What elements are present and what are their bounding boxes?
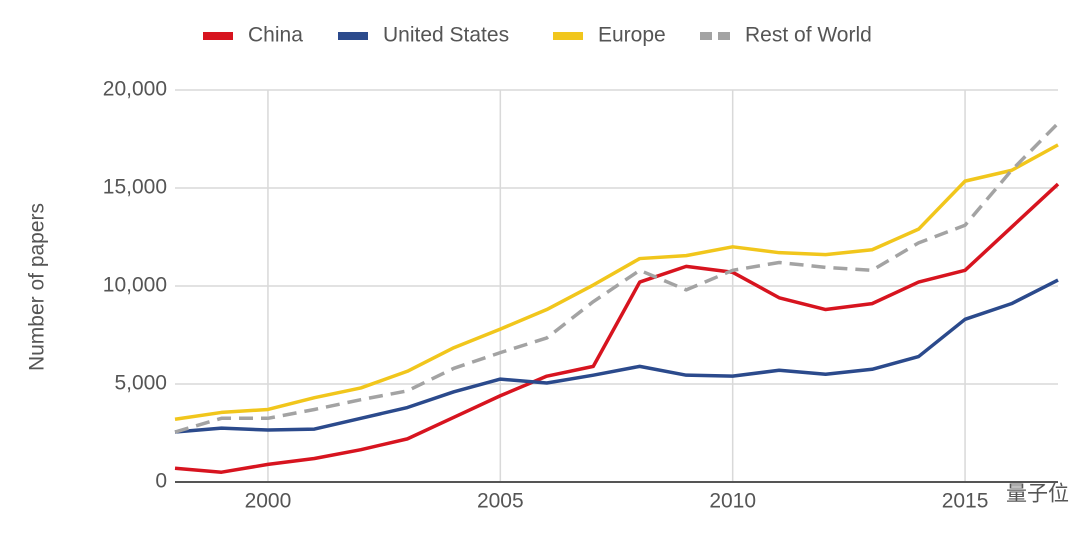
series-line (174, 278, 1059, 434)
x-tick-label: 2015 (942, 490, 989, 513)
y-axis-label: Number of papers (26, 203, 49, 371)
legend-label: United States (383, 24, 509, 47)
y-tick-label: 10,000 (103, 274, 167, 297)
series-line (174, 182, 1060, 474)
y-tick-label: 15,000 (103, 176, 167, 199)
series-line (174, 122, 1060, 434)
x-tick-label: 2005 (477, 490, 524, 513)
y-tick-label: 0 (155, 470, 167, 493)
legend-label: Europe (598, 24, 666, 47)
x-tick-label: 2000 (245, 490, 292, 513)
legend-label: China (248, 24, 303, 47)
y-tick-label: 20,000 (103, 78, 167, 101)
y-tick-label: 5,000 (114, 372, 167, 395)
legend-label: Rest of World (745, 24, 872, 47)
watermark: 量子位 (1006, 483, 1069, 506)
series-line (174, 143, 1059, 422)
x-tick-label: 2010 (709, 490, 756, 513)
